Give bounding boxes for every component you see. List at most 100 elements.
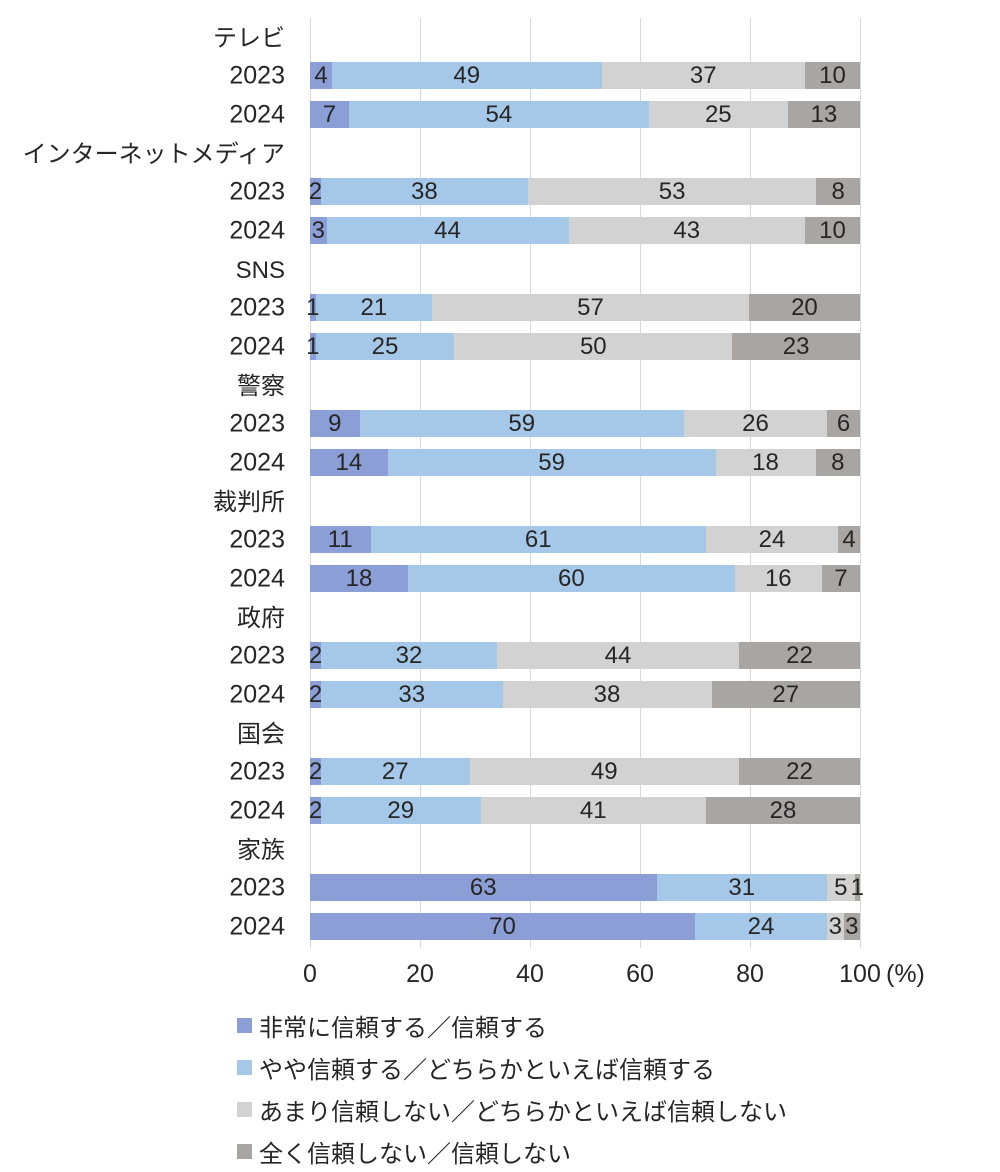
bar-segment-s1: 2 — [309, 797, 322, 824]
bar-segment-s4: 22 — [739, 758, 860, 785]
stacked-bar: 14 59 18 8 — [310, 449, 860, 476]
bar-segment-s4: 28 — [706, 797, 860, 824]
bar-row: 2023 4 49 37 10 — [0, 56, 1000, 95]
bar-value-label: 10 — [819, 61, 846, 89]
bar-segment-s1: 7 — [310, 101, 349, 128]
group-header: インターネットメディア — [0, 134, 1000, 172]
gridline — [530, 18, 531, 948]
group-header: 家族 — [0, 830, 1000, 868]
group-label: 警察 — [237, 373, 285, 400]
bar-segment-s4: 7 — [821, 565, 860, 592]
bar-segment-s1: 2 — [309, 758, 322, 785]
bar-segment-s1: 1 — [306, 333, 319, 360]
stacked-bar: 4 49 37 10 — [310, 62, 860, 89]
bar-value-label: 43 — [673, 216, 701, 244]
bar-row: 2024 70 24 3 3 — [0, 907, 1000, 946]
group-label: 政府 — [237, 605, 285, 632]
group-header: 警察 — [0, 366, 1000, 404]
bar-value-label: 10 — [819, 216, 846, 244]
bar-segment-s3: 50 — [454, 333, 733, 360]
legend-label: 非常に信頼する／信頼する — [259, 1014, 547, 1042]
bar-value-label: 28 — [769, 796, 797, 824]
stacked-bar: 1 21 57 20 — [306, 293, 860, 321]
year-label: 2023 — [229, 61, 285, 89]
bar-segment-s3: 26 — [684, 410, 827, 437]
legend-label: あまり信頼しない／どちらかといえば信頼しない — [259, 1098, 787, 1126]
bar-segment-s3: 5 — [827, 874, 855, 901]
bar-value-label: 18 — [752, 448, 779, 476]
bar-segment-s2: 25 — [315, 333, 455, 360]
bar-value-label: 22 — [786, 641, 813, 669]
x-tick-label: 20 — [406, 960, 434, 988]
legend-swatch — [237, 1059, 252, 1075]
bar-row: 2024 1 25 50 23 — [0, 327, 1000, 366]
group-label: 家族 — [237, 837, 285, 864]
bar-segment-s1: 4 — [310, 62, 332, 89]
stacked-bar: 70 24 3 3 — [310, 913, 860, 940]
x-tick-label: 0 — [303, 960, 317, 988]
x-tick-label: 80 — [736, 960, 764, 988]
bar-segment-s2: 54 — [348, 100, 649, 128]
bar-value-label: 26 — [742, 409, 769, 437]
bar-row: 2023 63 31 5 1 — [0, 868, 1000, 907]
bar-value-label: 57 — [577, 293, 604, 321]
bar-value-label: 8 — [831, 177, 845, 205]
bar-value-label: 6 — [836, 409, 851, 437]
bar-segment-s2: 59 — [387, 448, 716, 476]
bar-segment-s3: 25 — [648, 101, 788, 128]
bar-value-label: 27 — [381, 757, 409, 785]
bar-segment-s1: 18 — [310, 565, 409, 592]
stacked-bar: 3 44 43 10 — [310, 217, 860, 244]
bar-value-label: 11 — [327, 525, 353, 553]
bar-value-label: 21 — [360, 293, 388, 321]
bar-value-label: 4 — [314, 61, 328, 89]
year-label: 2024 — [229, 912, 285, 940]
bar-value-label: 3 — [845, 912, 859, 940]
legend-item: 非常に信頼する／信頼する — [237, 1004, 787, 1046]
bar-row: 2023 1 21 57 20 — [0, 288, 1000, 327]
bar-segment-s4: 6 — [827, 410, 860, 437]
bar-segment-s4: 3 — [843, 912, 860, 940]
stacked-bar: 7 54 25 13 — [310, 101, 860, 128]
group-label: インターネットメディア — [22, 141, 285, 168]
bar-segment-s3: 49 — [469, 757, 739, 785]
group-header: SNS — [0, 250, 1000, 288]
bar-value-label: 38 — [411, 177, 438, 205]
bar-value-label: 14 — [335, 448, 363, 476]
bar-value-label: 1 — [850, 873, 864, 901]
group-label: 国会 — [237, 721, 285, 748]
year-label: 2024 — [229, 332, 285, 360]
bar-segment-s1: 63 — [310, 874, 657, 901]
bar-value-label: 22 — [786, 757, 813, 785]
bar-value-label: 5 — [834, 873, 848, 901]
bar-value-label: 44 — [434, 216, 461, 244]
bar-value-label: 24 — [747, 912, 775, 940]
stacked-bar: 2 27 49 22 — [309, 757, 860, 785]
year-label: 2023 — [229, 293, 285, 321]
bar-row: 2024 2 33 38 27 — [0, 675, 1000, 714]
bar-value-label: 54 — [485, 100, 513, 128]
year-label: 2024 — [229, 564, 285, 592]
bar-segment-s1: 1 — [306, 294, 319, 321]
legend-item: 全く信頼しない／信頼しない — [237, 1130, 787, 1172]
bar-value-label: 59 — [538, 448, 565, 476]
bar-segment-s1: 2 — [309, 681, 322, 708]
gridline — [640, 18, 641, 948]
bar-segment-s2: 24 — [695, 913, 827, 940]
bar-value-label: 60 — [558, 564, 585, 592]
gridline — [860, 18, 861, 948]
bar-value-label: 49 — [590, 757, 618, 785]
bar-segment-s4: 27 — [711, 681, 860, 708]
bar-segment-s3: 16 — [734, 565, 822, 592]
stacked-bar: 2 33 38 27 — [309, 680, 860, 708]
year-label: 2023 — [229, 409, 285, 437]
bar-value-label: 33 — [398, 680, 426, 708]
stacked-bar: 2 32 44 22 — [309, 641, 860, 669]
x-tick-label: 60 — [626, 960, 654, 988]
bar-segment-s2: 31 — [656, 874, 827, 901]
bar-value-label: 53 — [658, 177, 686, 205]
bar-row: 2023 9 59 26 6 — [0, 404, 1000, 443]
bar-segment-s2: 59 — [359, 410, 684, 437]
bar-value-label: 49 — [453, 61, 481, 89]
bar-row: 2024 14 59 18 8 — [0, 443, 1000, 482]
